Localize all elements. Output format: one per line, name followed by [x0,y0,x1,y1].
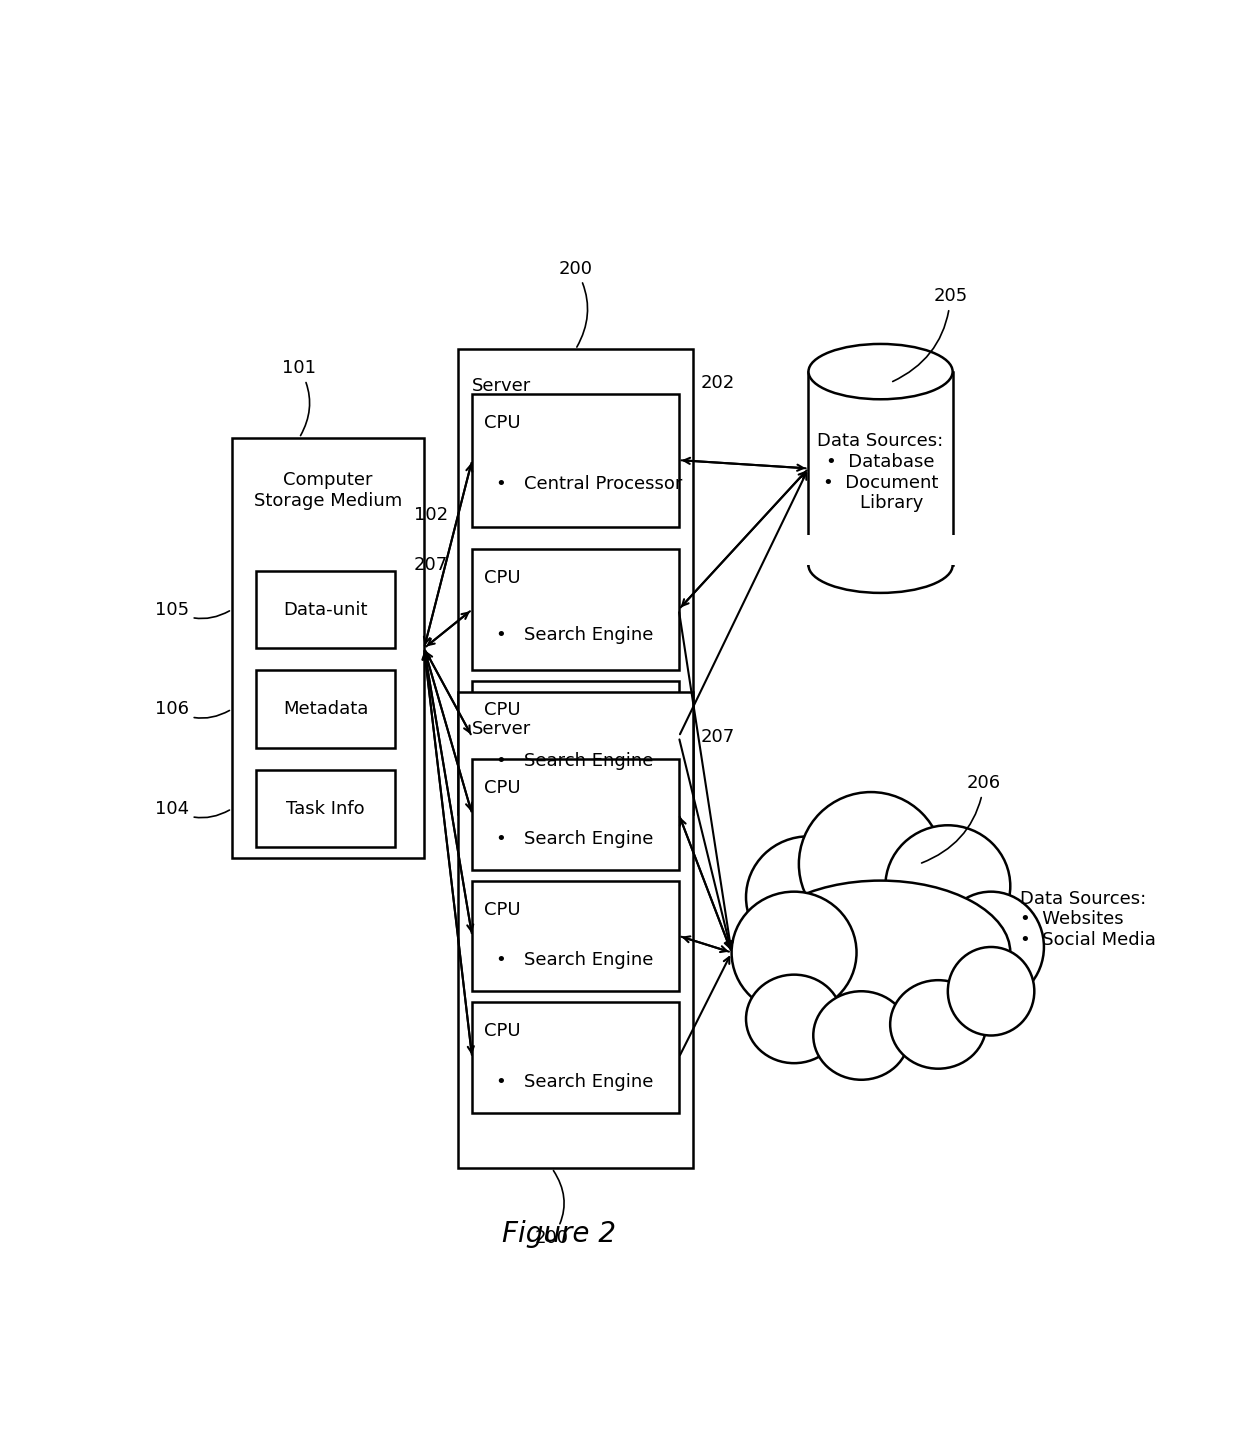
Text: Task Info: Task Info [286,799,365,818]
Bar [472,681,678,792]
Text: 207: 207 [701,727,735,746]
Text: •   Central Processor: • Central Processor [496,476,682,493]
Ellipse shape [939,891,1044,1003]
Text: •   Search Engine: • Search Engine [496,829,653,848]
Text: Computer
Storage Medium: Computer Storage Medium [254,471,402,510]
Ellipse shape [813,992,909,1079]
Bar [472,1003,678,1112]
Bar [458,693,693,1168]
Text: CPU: CPU [484,569,521,586]
Ellipse shape [808,537,952,593]
Text: Data Sources:
•  Websites
•  Social Media: Data Sources: • Websites • Social Media [1019,890,1156,948]
Bar [472,881,678,992]
Ellipse shape [746,836,870,958]
Text: CPU: CPU [484,414,521,431]
Text: •   Search Engine: • Search Engine [496,951,653,970]
Bar [806,536,955,565]
Text: 101: 101 [283,359,316,435]
Text: 202: 202 [701,374,735,392]
Bar [255,670,396,747]
Ellipse shape [750,881,1011,1025]
Text: Figure 2: Figure 2 [502,1220,615,1247]
Ellipse shape [732,891,857,1013]
Ellipse shape [808,343,952,399]
Bar [472,549,678,670]
Text: CPU: CPU [484,1022,521,1040]
Text: 207: 207 [414,556,448,575]
Text: 205: 205 [893,287,967,381]
Bar [458,349,693,815]
Text: •   Search Engine: • Search Engine [496,627,653,644]
Text: 200: 200 [558,260,593,348]
Text: •   Search Engine: • Search Engine [496,1073,653,1091]
Text: 206: 206 [921,775,1001,864]
Ellipse shape [885,825,1011,947]
Text: 200: 200 [534,1171,569,1247]
Text: Data Sources:
•  Database
•  Document
    Library: Data Sources: • Database • Document Libr… [817,433,944,513]
Text: •   Search Engine: • Search Engine [496,752,653,770]
Bar [255,770,396,848]
Text: Server: Server [472,376,532,395]
Text: Data-unit: Data-unit [283,601,368,618]
Ellipse shape [947,947,1034,1036]
Text: CPU: CPU [484,779,521,796]
Ellipse shape [890,980,986,1069]
Bar [472,759,678,869]
Bar [255,570,396,648]
Bar [472,394,678,526]
Ellipse shape [799,792,944,935]
Bar [808,372,952,565]
Text: 102: 102 [414,506,448,525]
Text: 104: 104 [155,799,229,818]
Text: CPU: CPU [484,901,521,918]
Text: 105: 105 [155,601,229,618]
Ellipse shape [746,974,842,1063]
Text: CPU: CPU [484,701,521,720]
Bar [232,438,424,858]
Text: Server: Server [472,720,532,739]
Text: Metadata: Metadata [283,700,368,718]
Text: 106: 106 [155,700,229,718]
